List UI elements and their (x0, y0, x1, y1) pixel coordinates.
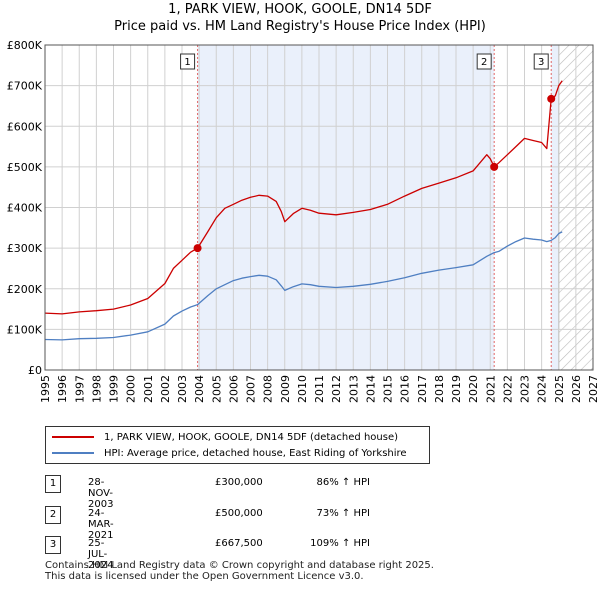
sale-label: 1 (184, 57, 190, 68)
x-tick-label: 2022 (501, 375, 514, 403)
x-tick-label: 2010 (296, 375, 309, 403)
x-tick-label: 2001 (142, 375, 155, 403)
x-tick-label: 2003 (176, 375, 189, 403)
x-tick-label: 2026 (570, 375, 583, 403)
x-tick-label: 2002 (159, 375, 172, 403)
transaction-price: £667,500 (215, 538, 263, 549)
legend-item-property: 1, PARK VIEW, HOOK, GOOLE, DN14 5DF (det… (52, 429, 398, 445)
property-series-line (44, 80, 563, 315)
x-tick-label: 2021 (484, 375, 497, 403)
y-tick-label: £700K (7, 80, 43, 93)
x-tick-label: 2016 (399, 375, 412, 403)
x-tick-label: 2025 (553, 375, 566, 403)
legend-item-hpi: HPI: Average price, detached house, East… (52, 445, 407, 461)
y-tick-label: £300K (7, 242, 43, 255)
transaction-marker: 2 (45, 506, 61, 524)
transaction-date: 24-MAR-2021 (88, 508, 114, 541)
transaction-hpi: 109% ↑ HPI (310, 538, 370, 549)
x-tick-label: 2012 (330, 375, 343, 403)
x-tick-label: 1995 (39, 375, 52, 403)
sale-point (547, 94, 556, 103)
x-tick-label: 2020 (467, 375, 480, 403)
chart-subtitle: Price paid vs. HM Land Registry's House … (114, 19, 486, 34)
transaction-marker: 1 (45, 475, 61, 493)
x-tick-label: 1997 (73, 375, 86, 403)
transaction-hpi: 73% ↑ HPI (316, 508, 370, 519)
footer-copyright: Contains HM Land Registry data © Crown c… (45, 560, 434, 571)
plot-border (44, 44, 594, 371)
y-tick-label: £600K (7, 120, 43, 133)
y-tick-label: £100K (7, 323, 43, 336)
x-tick-label: 2027 (587, 375, 600, 403)
x-tick-label: 2006 (227, 375, 240, 403)
sale-label-box (180, 53, 196, 70)
legend-hpi-swatch (52, 452, 94, 454)
x-tick-label: 1999 (108, 375, 121, 403)
sale-label: 2 (481, 57, 487, 68)
sale-label-box (533, 53, 549, 70)
y-tick-label: £200K (7, 283, 43, 296)
legend-property-label: 1, PARK VIEW, HOOK, GOOLE, DN14 5DF (det… (104, 431, 399, 443)
x-tick-label: 2013 (347, 375, 360, 403)
price-chart: £0 £100K £200K £300K £400K £500K £600K £700K £80… (7, 39, 600, 403)
x-tick-label: 2005 (210, 375, 223, 403)
x-tick-label: 2019 (450, 375, 463, 403)
sale-label-box (476, 53, 492, 70)
x-tick-label: 1998 (90, 375, 103, 403)
x-tick-label: 2024 (536, 375, 549, 403)
x-tick-label: 2023 (519, 375, 532, 403)
transaction-date: 28-NOV-2003 (88, 477, 114, 510)
transaction-price: £300,000 (215, 477, 263, 488)
y-tick-label: £500K (7, 161, 43, 174)
chart-legend: 1, PARK VIEW, HOOK, GOOLE, DN14 5DF (det… (45, 426, 430, 464)
x-tick-label: 2017 (416, 375, 429, 403)
x-tick-label: 2008 (262, 375, 275, 403)
chart-title: 1, PARK VIEW, HOOK, GOOLE, DN14 5DF (168, 2, 432, 17)
y-tick-label: £0 (28, 364, 42, 377)
x-tick-label: 2011 (313, 375, 326, 403)
x-tick-label: 1996 (56, 375, 69, 403)
x-tick-label: 2004 (193, 375, 206, 403)
footer-license: This data is licensed under the Open Gov… (45, 571, 364, 582)
sale-point (193, 244, 202, 253)
footer-notice: Contains HM Land Registry data © Crown c… (45, 560, 434, 582)
x-tick-label: 2014 (364, 375, 377, 403)
x-tick-label: 2009 (279, 375, 292, 403)
y-tick-label: £400K (7, 202, 43, 215)
sale-point (490, 162, 499, 171)
transaction-price: £500,000 (215, 508, 263, 519)
x-tick-label: 2018 (433, 375, 446, 403)
x-tick-label: 2015 (382, 375, 395, 403)
transaction-hpi: 86% ↑ HPI (316, 477, 370, 488)
sale-label: 3 (538, 57, 544, 68)
x-tick-label: 2000 (125, 375, 138, 403)
y-tick-label: £800K (7, 39, 43, 52)
x-tick-label: 2007 (245, 375, 258, 403)
transaction-date: 25-JUL-2024 (88, 538, 114, 571)
legend-property-swatch (52, 436, 94, 438)
hpi-series-line (44, 231, 563, 341)
transaction-marker: 3 (45, 536, 61, 554)
legend-hpi-label: HPI: Average price, detached house, East… (104, 447, 407, 459)
